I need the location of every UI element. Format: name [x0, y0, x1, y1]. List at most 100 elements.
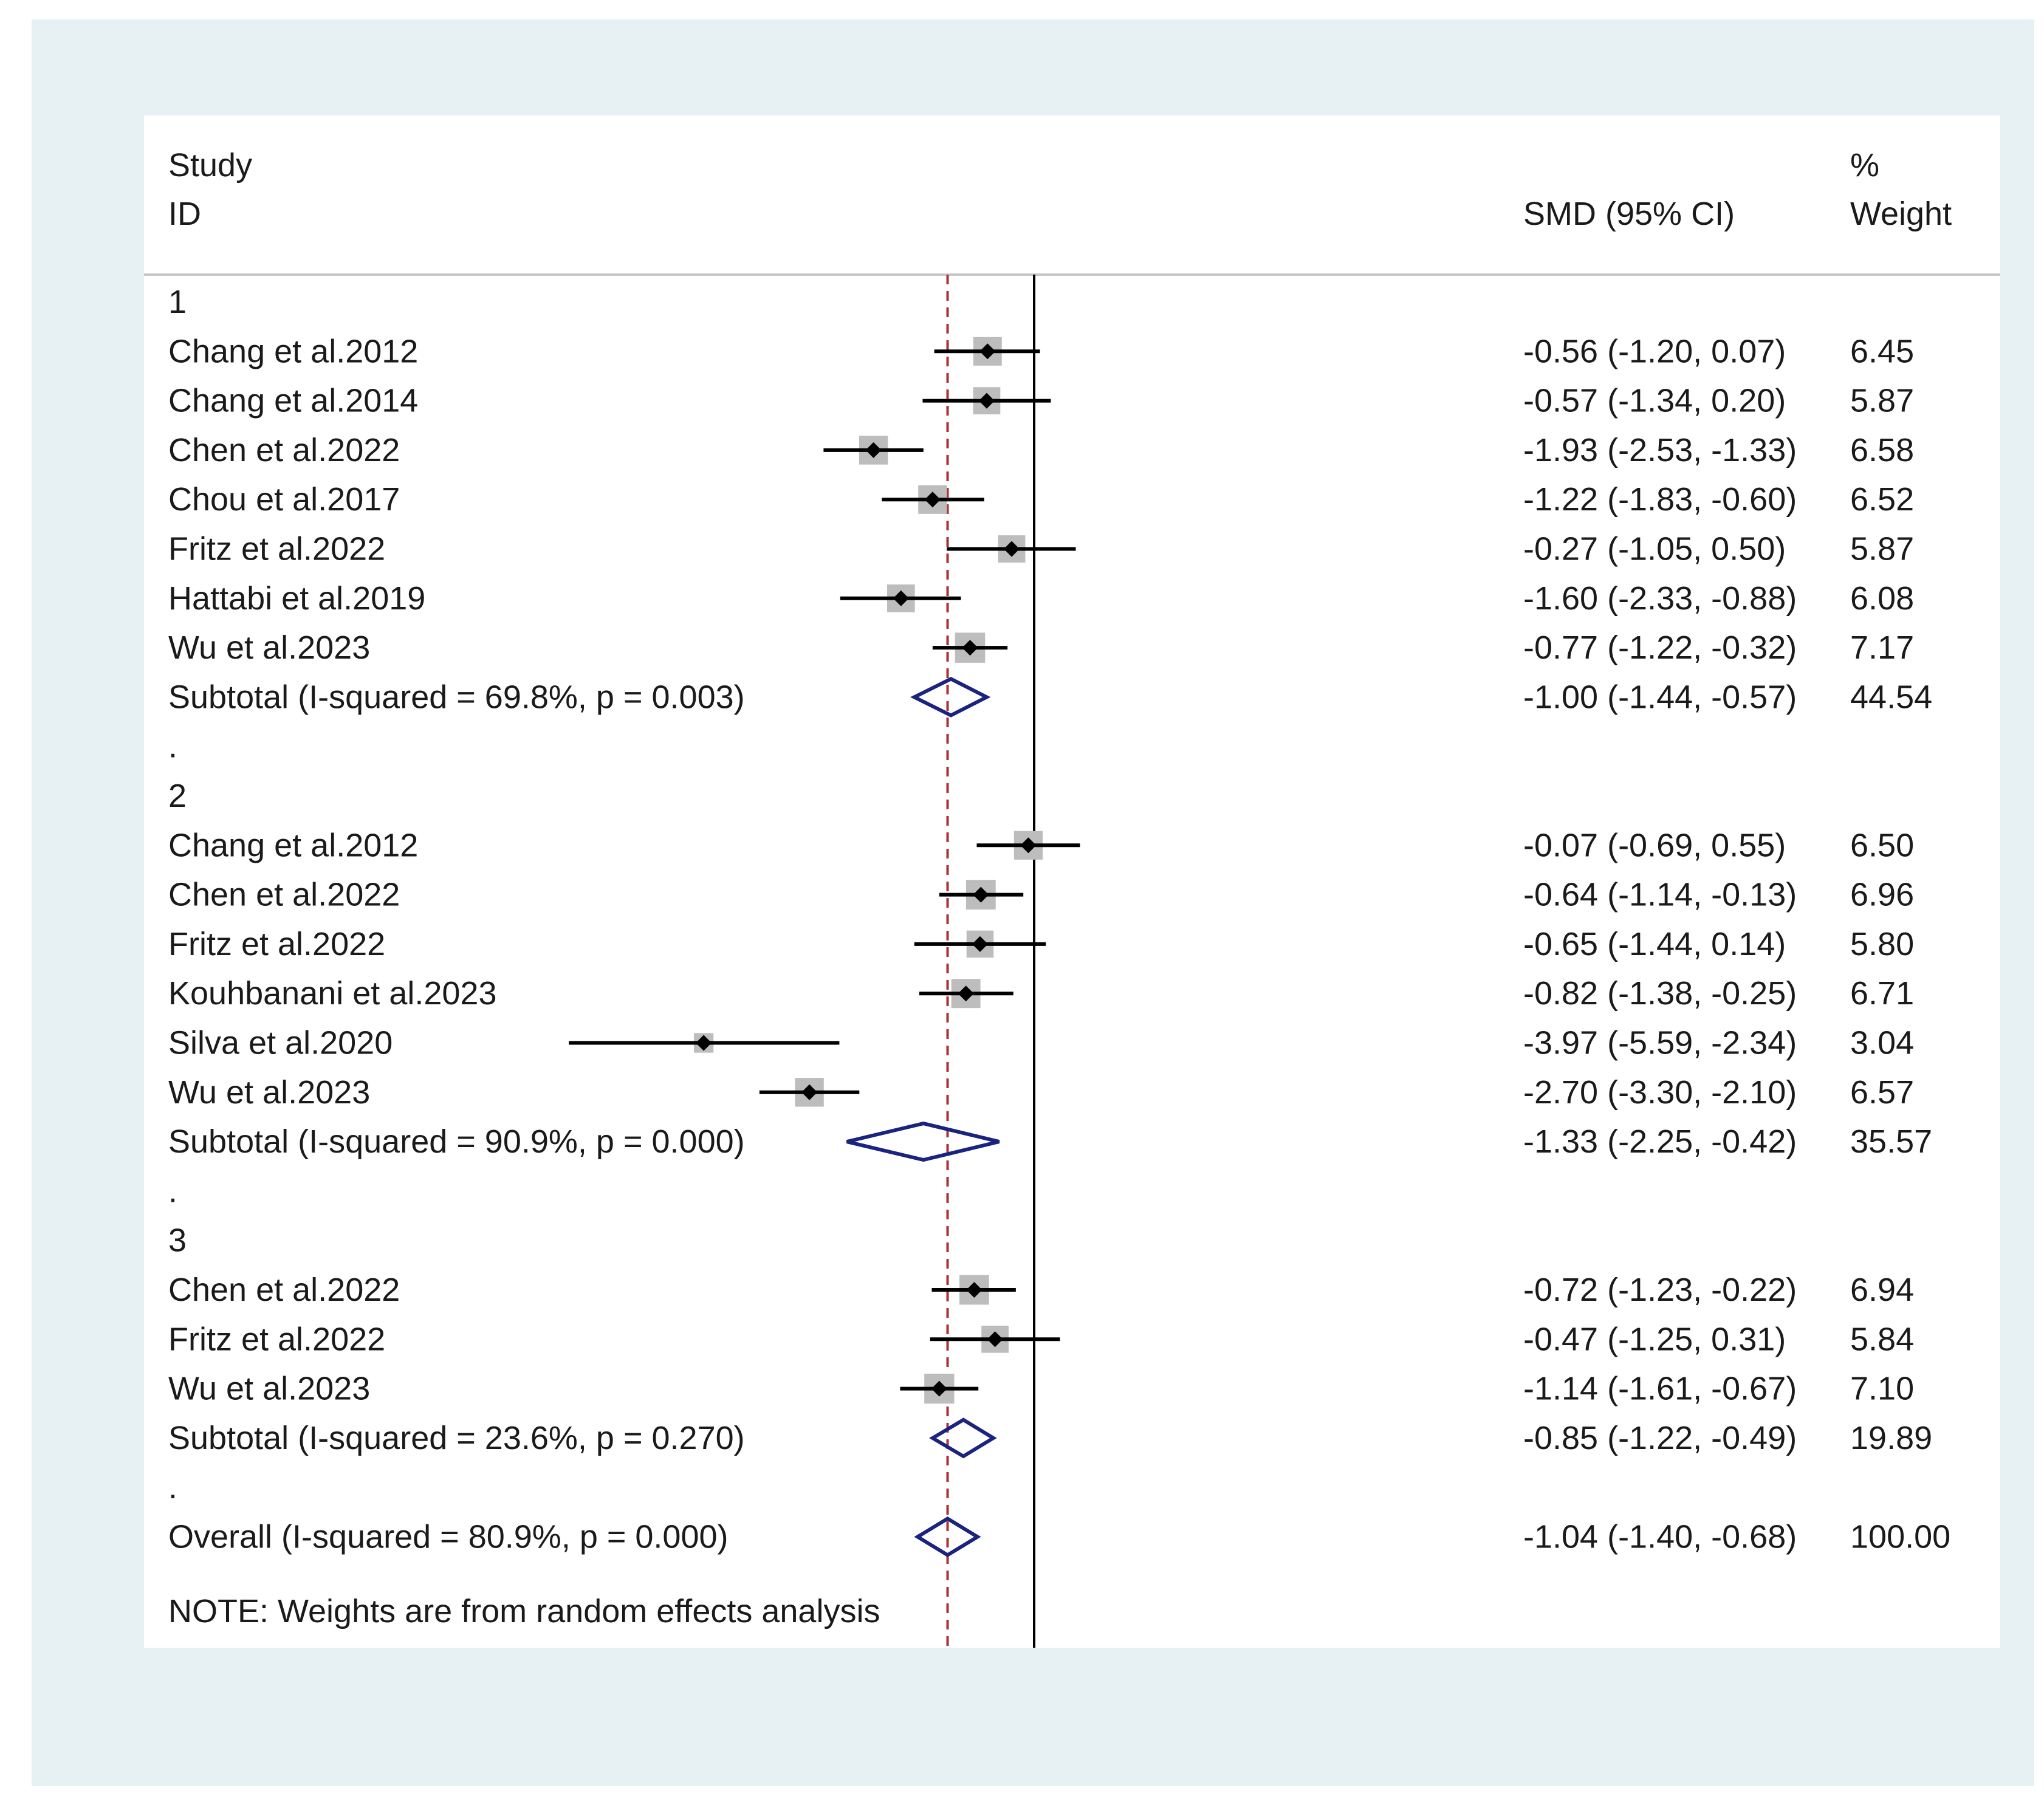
- row-label: .: [168, 728, 177, 765]
- point-estimate: [865, 442, 882, 458]
- forest-row-study: Hattabi et al.2019 -1.60 (-2.33, -0.88) 6.…: [168, 580, 1914, 617]
- ci-text: -0.72 (-1.23, -0.22): [1523, 1272, 1797, 1308]
- row-label: Fritz et al.2022: [168, 1321, 385, 1357]
- figure-frame: Study ID SMD (95% CI) % Weight 1 Chang et…: [32, 19, 2034, 1786]
- point-estimate: [978, 392, 995, 409]
- weight-text: 5.87: [1850, 531, 1914, 567]
- weight-text: 6.08: [1850, 580, 1914, 617]
- ci-text: -2.70 (-3.30, -2.10): [1523, 1074, 1797, 1111]
- subtotal-diamond: [910, 677, 991, 718]
- row-label: 3: [168, 1222, 187, 1259]
- row-label: Kouhbanani et al.2023: [168, 975, 496, 1012]
- ci-text: -0.57 (-1.34, 0.20): [1523, 383, 1786, 419]
- forest-row-study: Chang et al.2012 -0.07 (-0.69, 0.55) 6.50: [168, 827, 1914, 863]
- forest-row-subtotal: Subtotal (I-squared = 90.9%, p = 0.000) -…: [168, 1122, 1932, 1162]
- forest-row-study: Silva et al.2020 -3.97 (-5.59, -2.34) 3.04: [168, 1025, 1914, 1061]
- row-label: Wu et al.2023: [168, 629, 370, 666]
- subtotal-diamond: [928, 1417, 997, 1459]
- weight-text: 6.58: [1850, 432, 1914, 468]
- subtotal-diamond: [846, 1122, 1000, 1162]
- ci-text: -1.93 (-2.53, -1.33): [1523, 432, 1797, 468]
- header-percent: %: [1850, 147, 1879, 183]
- ci-text: -1.04 (-1.40, -0.68): [1523, 1519, 1797, 1555]
- point-estimate: [979, 343, 996, 360]
- row-label: Subtotal (I-squared = 69.8%, p = 0.003): [168, 679, 745, 715]
- point-estimate: [1004, 541, 1020, 557]
- header-weight: Weight: [1850, 196, 1952, 232]
- header-study: Study: [168, 147, 252, 183]
- ci-text: -0.27 (-1.05, 0.50): [1523, 531, 1786, 567]
- forest-row-study: Fritz et al.2022 -0.65 (-1.44, 0.14) 5.80: [168, 926, 1914, 962]
- forest-row-group: 2: [168, 778, 187, 814]
- forest-row-group: 3: [168, 1222, 187, 1259]
- ci-text: -0.82 (-1.38, -0.25): [1523, 975, 1797, 1012]
- ci-text: -1.33 (-2.25, -0.42): [1523, 1123, 1797, 1160]
- weight-text: 6.71: [1850, 975, 1914, 1012]
- ci-text: -1.22 (-1.83, -0.60): [1523, 481, 1797, 518]
- row-label: Wu et al.2023: [168, 1074, 370, 1111]
- row-label: Chang et al.2012: [168, 827, 418, 863]
- row-label: Fritz et al.2022: [168, 531, 385, 567]
- row-label: 1: [168, 284, 187, 320]
- forest-row-study: Fritz et al.2022 -0.47 (-1.25, 0.31) 5.84: [168, 1321, 1914, 1357]
- forest-row-dot: .: [168, 728, 177, 765]
- forest-row-study: Chen et al.2022 -1.93 (-2.53, -1.33) 6.58: [168, 432, 1914, 468]
- weight-text: 5.84: [1850, 1321, 1914, 1357]
- row-label: Fritz et al.2022: [168, 926, 385, 962]
- point-estimate: [972, 936, 988, 952]
- row-label: Chang et al.2014: [168, 383, 418, 419]
- forest-row-study: Wu et al.2023 -2.70 (-3.30, -2.10) 6.57: [168, 1074, 1914, 1111]
- forest-row-study: Chen et al.2022 -0.72 (-1.23, -0.22) 6.94: [168, 1272, 1914, 1308]
- ci-text: -0.47 (-1.25, 0.31): [1523, 1321, 1786, 1357]
- forest-row-study: Chang et al.2012 -0.56 (-1.20, 0.07) 6.45: [168, 333, 1914, 369]
- row-label: 2: [168, 778, 187, 814]
- forest-row-subtotal: Subtotal (I-squared = 23.6%, p = 0.270) -…: [168, 1417, 1932, 1459]
- ci-text: -0.77 (-1.22, -0.32): [1523, 629, 1797, 666]
- point-estimate: [924, 492, 941, 508]
- forest-row-study: Chen et al.2022 -0.64 (-1.14, -0.13) 6.96: [168, 877, 1914, 913]
- forest-row-subtotal: Subtotal (I-squared = 69.8%, p = 0.003) -…: [168, 677, 1932, 718]
- ci-text: -1.60 (-2.33, -0.88): [1523, 580, 1797, 617]
- row-label: Chang et al.2012: [168, 333, 418, 369]
- weight-text: 35.57: [1850, 1123, 1932, 1160]
- weight-text: 7.10: [1850, 1371, 1914, 1407]
- row-label: Subtotal (I-squared = 90.9%, p = 0.000): [168, 1123, 745, 1160]
- point-estimate: [958, 985, 974, 1002]
- weight-text: 44.54: [1850, 679, 1932, 715]
- weight-text: 6.57: [1850, 1074, 1914, 1111]
- row-label: Chen et al.2022: [168, 1272, 400, 1308]
- weight-text: 6.45: [1850, 333, 1914, 369]
- row-label: Silva et al.2020: [168, 1025, 393, 1061]
- row-label: .: [168, 1173, 177, 1209]
- ci-text: -0.56 (-1.20, 0.07): [1523, 333, 1786, 369]
- ci-text: -0.65 (-1.44, 0.14): [1523, 926, 1786, 962]
- point-estimate: [966, 1282, 983, 1298]
- row-label: .: [168, 1469, 177, 1506]
- row-label: Chou et al.2017: [168, 481, 400, 518]
- point-estimate: [696, 1035, 712, 1051]
- ci-text: -0.64 (-1.14, -0.13): [1523, 877, 1797, 913]
- forest-row-dot: .: [168, 1173, 177, 1209]
- plot-panel: Study ID SMD (95% CI) % Weight 1 Chang et…: [144, 115, 2000, 1648]
- forest-row-study: Fritz et al.2022 -0.27 (-1.05, 0.50) 5.87: [168, 531, 1914, 567]
- overall-diamond: [914, 1516, 981, 1558]
- reference-lines: [946, 275, 1035, 1648]
- ci-text: -0.07 (-0.69, 0.55): [1523, 827, 1786, 863]
- weight-text: 3.04: [1850, 1025, 1914, 1061]
- weight-text: 6.94: [1850, 1272, 1914, 1308]
- forest-row-study: Wu et al.2023 -1.14 (-1.61, -0.67) 7.10: [168, 1371, 1914, 1407]
- ci-text: -1.00 (-1.44, -0.57): [1523, 679, 1797, 715]
- point-estimate: [973, 886, 989, 903]
- forest-row-overall: Overall (I-squared = 80.9%, p = 0.000) -1…: [168, 1516, 1950, 1558]
- forest-row-dot: .: [168, 1469, 177, 1506]
- header: Study ID SMD (95% CI) % Weight: [144, 147, 2000, 276]
- point-estimate: [893, 590, 909, 606]
- row-label: Subtotal (I-squared = 23.6%, p = 0.270): [168, 1420, 745, 1456]
- weight-text: 19.89: [1850, 1420, 1932, 1456]
- header-smd: SMD (95% CI): [1523, 196, 1735, 232]
- forest-row-group: 1: [168, 284, 187, 320]
- weight-text: 6.50: [1850, 827, 1914, 863]
- row-label: Overall (I-squared = 80.9%, p = 0.000): [168, 1519, 729, 1555]
- weight-text: 5.87: [1850, 383, 1914, 419]
- weight-text: 5.80: [1850, 926, 1914, 962]
